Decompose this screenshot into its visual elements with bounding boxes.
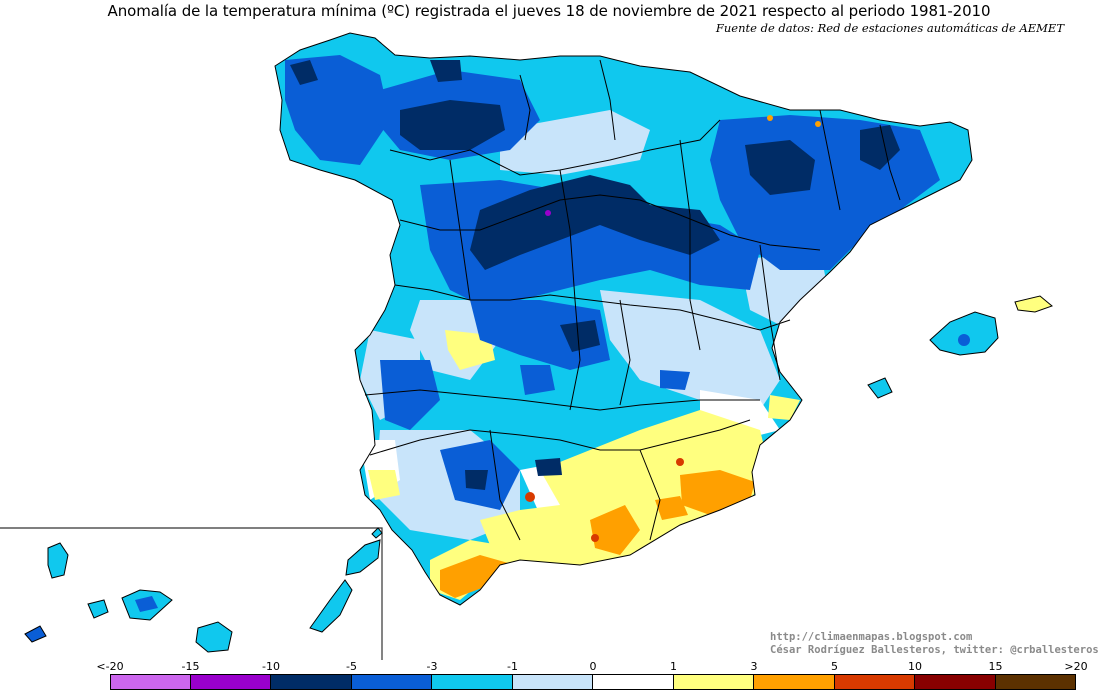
blog-link[interactable]: http://climaenmapas.blogspot.com [770, 631, 973, 643]
legend-swatch-8 [754, 674, 835, 690]
legend-tick-label: 5 [831, 660, 838, 673]
balearic-islands [867, 295, 1053, 399]
legend-tick-label: -5 [346, 660, 357, 673]
region-borders [274, 32, 973, 606]
anomaly-map [0, 32, 1053, 660]
legend-tick-label: <-20 [96, 660, 124, 673]
legend-tick-label: 0 [589, 660, 597, 673]
canary-islands-inset [0, 527, 383, 660]
legend-swatch-3 [351, 674, 432, 690]
map-title: Anomalía de la temperatura mínima (ºC) r… [107, 2, 991, 20]
legend-swatch-6 [593, 674, 674, 690]
legend-tick-label: 3 [750, 660, 758, 673]
legend-swatch-11 [995, 674, 1076, 690]
legend-swatch-2 [271, 674, 352, 690]
legend-swatch-10 [915, 674, 996, 690]
color-legend: <-20 -15 -10 -5 -3 -1 0 1 3 5 10 15 >20 [0, 658, 1098, 696]
legend-tick-label: -1 [507, 660, 518, 673]
legend-tick-label: -10 [262, 660, 280, 673]
author-credit: César Rodríguez Ballesteros, twitter: @c… [770, 644, 1098, 656]
legend-tick-label: 15 [988, 660, 1003, 673]
legend-swatch-1 [190, 674, 271, 690]
legend-swatch-9 [834, 674, 915, 690]
legend-tick-label: -3 [426, 660, 438, 673]
legend-swatch-5 [512, 674, 593, 690]
data-source: Fuente de datos: Red de estaciones autom… [715, 21, 1064, 35]
legend-swatch-0 [110, 674, 191, 690]
legend-swatch-4 [432, 674, 513, 690]
legend-tick-label: 10 [908, 660, 922, 673]
legend-tick-label: -15 [181, 660, 200, 673]
legend-tick-label: 1 [670, 660, 677, 673]
legend-tick-label: >20 [1064, 660, 1088, 673]
legend-swatch-7 [673, 674, 754, 690]
credits: http://climaenmapas.blogspot.com César R… [770, 631, 1098, 657]
peninsula-anomaly-field [275, 33, 972, 605]
